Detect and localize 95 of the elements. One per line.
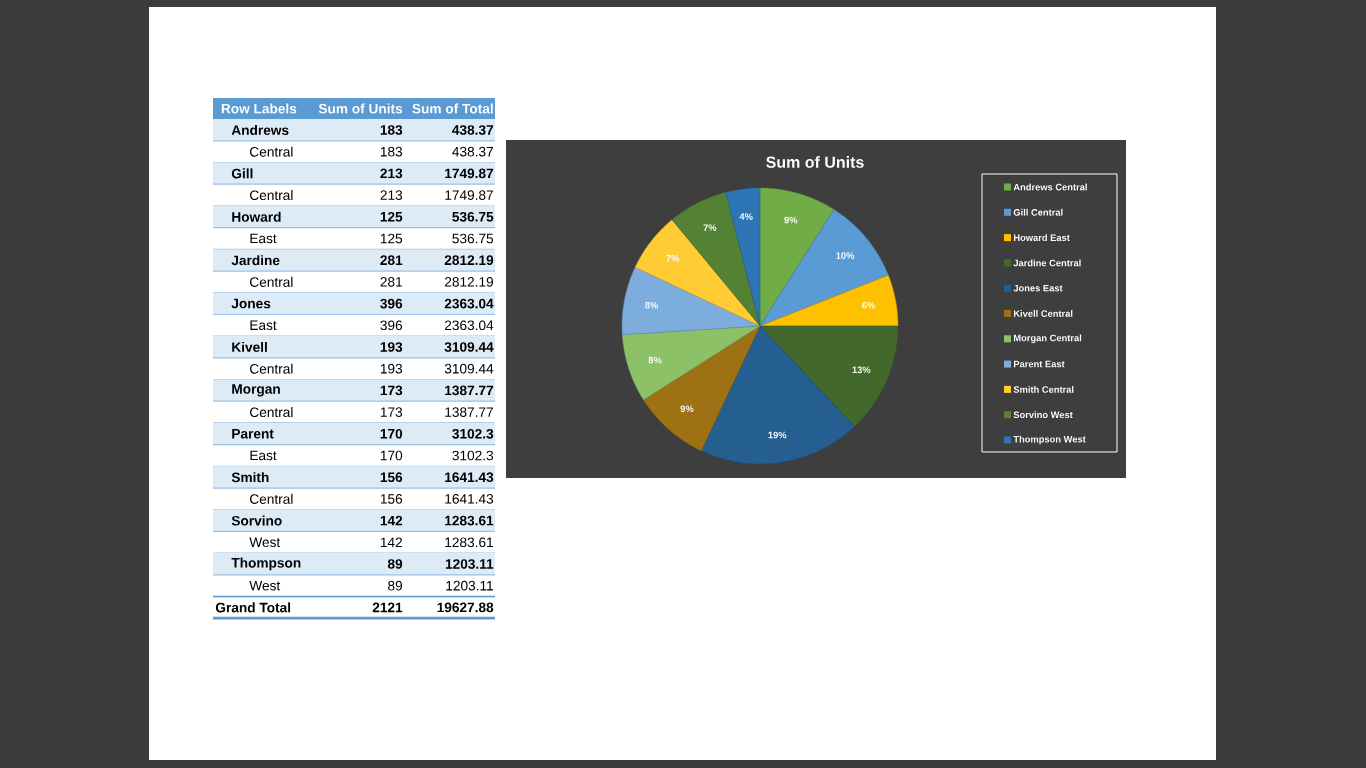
data-label: 438.37	[452, 125, 494, 135]
data-label: 4%	[739, 213, 753, 220]
category-label: Sorvino	[231, 515, 282, 526]
data-label: 1641.43	[445, 472, 494, 483]
data-label: 156	[380, 472, 403, 483]
data-label: 19627.88	[437, 602, 494, 613]
data-label: 281	[380, 277, 402, 287]
data-label: 156	[380, 494, 403, 504]
data-label: 396	[380, 320, 403, 331]
data-label: 1749.87	[445, 168, 494, 179]
category-label: Parent	[232, 429, 274, 439]
data-label: 170	[380, 450, 403, 461]
category-label: East	[250, 233, 277, 244]
legend-label: Morgan Central	[1013, 334, 1082, 344]
category-label: Kivell	[232, 341, 267, 352]
data-label: 1641.43	[445, 494, 494, 504]
data-label: 125	[380, 233, 403, 244]
data-label: 13%	[852, 366, 871, 374]
category-label: Jones	[231, 298, 271, 309]
data-label: 193	[380, 342, 403, 352]
data-label: 8%	[645, 302, 659, 309]
data-label: 6%	[862, 302, 875, 309]
data-label: 89	[388, 580, 403, 591]
data-label: 9%	[784, 216, 798, 224]
text: Row Labels	[221, 103, 297, 114]
data-label: 1203.11	[445, 559, 494, 569]
category-label: Morgan	[232, 384, 280, 397]
legend-label: Parent East	[1013, 360, 1065, 368]
category-label: Andrews	[231, 124, 289, 135]
legend-label: Sorvino West	[1013, 411, 1073, 419]
data-label: 281	[380, 255, 403, 266]
data-label: 9%	[680, 405, 694, 413]
text: Sum of Total	[412, 103, 493, 114]
legend-label: Howard East	[1013, 234, 1070, 241]
legend-label: Thompson West	[1013, 435, 1086, 445]
data-label: 19%	[768, 431, 787, 439]
data-label: 396	[380, 298, 403, 309]
data-label: 2812.19	[444, 277, 494, 287]
category-label: West	[249, 580, 281, 591]
data-label: 2812.19	[444, 255, 494, 266]
category-label: Central	[250, 493, 293, 504]
legend-label: Jones East	[1013, 284, 1063, 292]
data-label: 3109.44	[444, 342, 494, 352]
legend-label: Kivell Central	[1013, 310, 1073, 317]
data-label: 170	[380, 428, 403, 439]
legend-label: Andrews Central	[1013, 183, 1087, 191]
category-label: Grand Total	[215, 602, 291, 613]
data-label: 142	[380, 515, 403, 526]
data-label: 2363.04	[444, 320, 494, 331]
data-label: 536.75	[452, 211, 494, 222]
category-label: Central	[250, 146, 293, 157]
data-label: 3109.44	[444, 363, 494, 374]
data-label: 438.37	[452, 146, 493, 157]
category-label: Howard	[232, 211, 281, 222]
data-label: 2363.04	[444, 298, 494, 309]
category-label: Gill	[231, 168, 253, 179]
data-label: 3102.3	[452, 450, 494, 461]
data-label: 8%	[648, 356, 662, 364]
data-label: 7%	[703, 224, 717, 231]
data-label: 142	[380, 537, 402, 548]
data-label: 89	[387, 559, 403, 569]
data-label: 1283.61	[445, 515, 494, 526]
category-label: Central	[250, 276, 293, 287]
legend-label: Smith Central	[1013, 385, 1074, 393]
category-label: East	[250, 450, 277, 461]
data-label: 1749.87	[445, 190, 493, 200]
data-label: 193	[380, 363, 403, 374]
data-label: 2121	[372, 602, 403, 613]
data-label: 213	[380, 168, 403, 179]
legend-label: Jardine Central	[1013, 259, 1081, 267]
data-label: 183	[380, 125, 403, 135]
data-label: 1387.77	[445, 385, 494, 396]
data-label: 1387.77	[445, 407, 493, 417]
data-label: 10%	[836, 252, 855, 259]
data-label: 1203.11	[446, 580, 493, 591]
data-label: 183	[380, 146, 403, 157]
series-label: Sum of Units	[318, 103, 403, 114]
data-label: 7%	[666, 255, 680, 262]
category-label: East	[250, 320, 277, 331]
category-label: West	[249, 537, 281, 548]
category-label: Smith	[231, 472, 269, 483]
data-label: 536.75	[452, 233, 494, 244]
data-label: 173	[380, 407, 403, 417]
data-label: 1283.61	[445, 537, 493, 548]
data-label: 173	[380, 385, 403, 396]
data-label: 213	[380, 190, 403, 200]
data-label: 3102.3	[452, 428, 494, 439]
category-label: Central	[250, 190, 293, 201]
chart-title: Sum of Units	[766, 156, 864, 168]
category-label: Jardine	[231, 255, 280, 266]
category-label: Thompson	[231, 557, 301, 571]
legend-label: Gill Central	[1013, 208, 1063, 216]
category-label: Central	[250, 407, 293, 418]
category-label: Central	[250, 363, 293, 374]
data-label: 125	[380, 211, 403, 222]
